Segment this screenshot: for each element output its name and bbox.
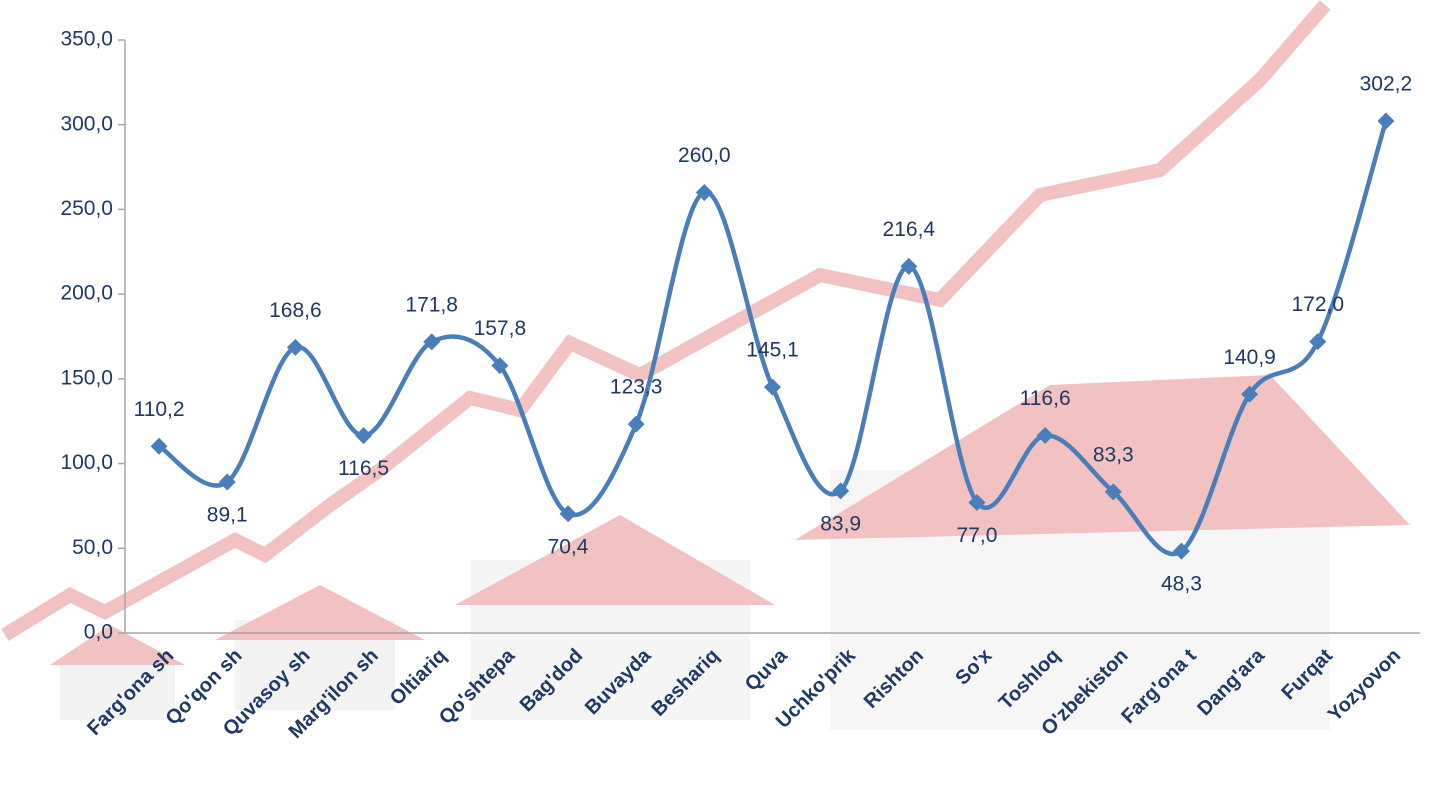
data-label: 89,1 (207, 504, 248, 527)
marker (286, 338, 304, 356)
data-label: 216,4 (883, 218, 936, 241)
marker (695, 184, 713, 201)
marker (627, 415, 645, 433)
data-label: 171,8 (405, 293, 458, 316)
data-label: 83,9 (820, 512, 861, 535)
marker (355, 427, 373, 445)
data-label: 110,2 (134, 398, 185, 421)
line (157, 120, 1389, 557)
marker (150, 437, 168, 455)
background-decoration (1, 0, 1410, 730)
y-tick-label: 300,0 (60, 112, 113, 135)
data-label: 116,5 (338, 457, 389, 480)
marker (1377, 112, 1395, 130)
y-tick-label: 50,0 (72, 536, 113, 559)
data-label: 168,6 (269, 299, 322, 322)
y-tick-label: 250,0 (60, 197, 113, 220)
x-tick-label: Yozyovon (1324, 645, 1405, 726)
marker (1309, 333, 1327, 351)
data-label: 172,0 (1291, 293, 1344, 316)
y-tick-label: 100,0 (60, 451, 113, 474)
data-label: 116,6 (1020, 387, 1071, 410)
data-label: 140,9 (1223, 346, 1276, 369)
x-tick-label: Oltiariq (386, 645, 451, 710)
marker (559, 505, 577, 523)
marker (832, 482, 850, 500)
data-label: 83,3 (1093, 443, 1134, 466)
marker (491, 357, 509, 375)
y-tick-label: 350,0 (60, 28, 113, 51)
marker (764, 378, 781, 396)
marker (968, 494, 986, 512)
y-tick-label: 200,0 (60, 282, 113, 305)
marker (1172, 542, 1190, 560)
house-decor (50, 375, 1410, 730)
y-tick-label: 0,0 (84, 621, 113, 644)
data-label: 70,4 (548, 535, 589, 558)
marker (900, 257, 918, 275)
data-label: 260,0 (678, 144, 731, 167)
data-label: 302,2 (1360, 73, 1413, 96)
y-tick-label: 150,0 (60, 366, 113, 389)
marker (218, 473, 236, 491)
data-label: 123,3 (610, 376, 663, 399)
data-label: 77,0 (957, 524, 998, 547)
data-label: 157,8 (474, 317, 527, 340)
data-label: 48,3 (1161, 573, 1202, 596)
marker (423, 333, 441, 351)
data-label: 145,1 (746, 339, 799, 362)
